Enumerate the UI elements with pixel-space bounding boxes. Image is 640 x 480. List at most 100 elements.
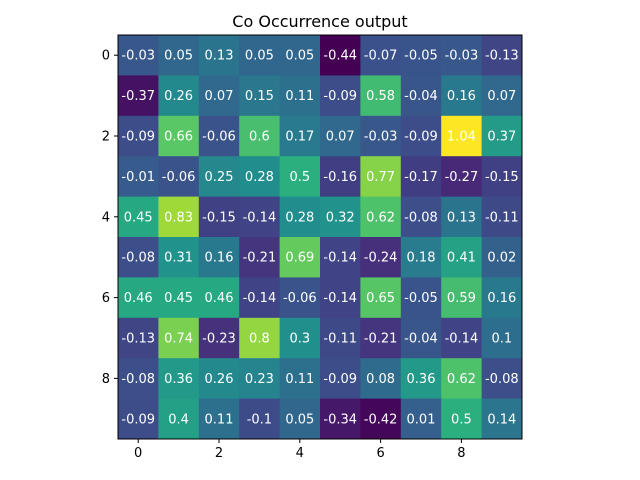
heatmap-cell [239,35,281,76]
heatmap-cell [481,237,523,278]
plot-frame [117,34,523,440]
cell-value-label: 0.18 [407,251,436,266]
cell-value-label: -0.03 [121,49,155,64]
cell-value-label: -0.08 [404,210,438,225]
heatmap-cell [198,358,240,400]
heatmap-cell [158,35,200,76]
heatmap-cell [198,156,240,198]
heatmap-cell [320,317,361,359]
cell-value-label: -0.27 [445,170,479,185]
heatmap-cell [198,398,240,440]
cell-value-label: 0.16 [447,89,476,104]
cell-value-label: 0.46 [124,291,153,306]
heatmap-cell [441,277,483,319]
cell-value-label: -0.1 [247,412,272,427]
heatmap-cell [118,358,159,400]
heatmap-cell [158,317,200,359]
cell-value-label: 0.36 [407,372,436,387]
heatmap-cell [118,237,159,278]
cell-value-label: 0.46 [205,291,234,306]
heatmap-cell [481,317,523,359]
heatmap-cell [400,398,442,440]
cell-value-label: 0.13 [447,210,476,225]
heatmap-cell [198,277,240,319]
heatmap-cell [441,317,483,359]
cell-value-label: 0.13 [205,49,234,64]
cell-value-label: 0.69 [285,251,314,266]
x-tick-label: 8 [457,446,465,461]
cell-value-label: -0.44 [323,49,357,64]
heatmap-cell [320,75,361,117]
cell-value-label: 0.05 [285,412,314,427]
heatmap-cell [279,398,321,440]
heatmap-cell [400,156,442,198]
cell-value-label: -0.09 [121,412,155,427]
cell-value-label: -0.07 [364,49,398,64]
heatmap-cell [481,358,523,400]
x-tick-label: 6 [376,446,384,461]
heatmap-cell [118,115,159,157]
cell-value-label: 0.45 [124,210,153,225]
heatmap-cell [360,196,402,238]
heatmap-cell [198,75,240,117]
x-axis: 0 2 4 6 8 [134,439,466,461]
cell-value-label: -0.37 [121,89,155,104]
cell-value-label: 0.74 [164,332,193,347]
heatmap-cell [158,358,200,400]
cell-value-label: 0.11 [205,412,234,427]
heatmap-cell [441,398,483,440]
heatmap-cell [360,398,402,440]
heatmap-cell [400,317,442,359]
y-tick-label: 0 [102,49,110,64]
cell-value-label: 0.28 [285,210,314,225]
heatmap-cell [481,35,523,76]
cell-value-label: -0.05 [404,291,438,306]
heatmap-cell [118,317,159,359]
cell-value-label: -0.23 [202,332,236,347]
heatmap-cell [360,358,402,400]
chart-title: Co Occurrence output [232,12,407,31]
heatmap-cell [118,35,159,76]
cell-value-label: -0.08 [485,372,519,387]
cell-value-label: 0.65 [366,291,395,306]
cell-value-label: -0.11 [485,210,519,225]
cell-value-label: -0.15 [485,170,519,185]
heatmap-cell [481,115,523,157]
heatmap-cell [400,237,442,278]
cell-value-label: -0.14 [243,210,277,225]
cell-value-label: 0.5 [289,170,310,185]
cell-value-label: 0.07 [326,130,355,145]
cell-value-label: -0.14 [323,251,357,266]
cell-value-label: -0.17 [404,170,438,185]
heatmap-cell [158,277,200,319]
heatmap-cell [441,75,483,117]
heatmap-cell [239,115,281,157]
cell-value-label: 0.17 [285,130,314,145]
heatmap-cell [118,398,159,440]
heatmap-cell [198,35,240,76]
heatmap-cell [198,196,240,238]
cell-value-label: 0.5 [451,412,472,427]
cell-value-label: 0.23 [245,372,274,387]
heatmap-cell [400,196,442,238]
heatmap-cell [158,237,200,278]
heatmap-cell [400,75,442,117]
cell-value-label: -0.34 [323,412,357,427]
cell-value-label: 0.11 [285,89,314,104]
cell-value-label: 0.08 [366,372,395,387]
heatmap-cell [360,75,402,117]
heatmap-cell [400,358,442,400]
heatmap-cell [118,156,159,198]
heatmap-cell [239,237,281,278]
cell-value-label: 0.01 [407,412,436,427]
cell-value-label: 0.31 [164,251,193,266]
cell-value-label: 0.8 [249,332,270,347]
cell-value-label: 0.58 [366,89,395,104]
cell-value-label: 0.05 [164,49,193,64]
heatmap-cell [481,75,523,117]
heatmap-cell [481,156,523,198]
cell-value-label: -0.03 [445,49,479,64]
cell-value-label: 1.04 [447,130,476,145]
y-axis: 0 2 4 6 8 [102,49,118,387]
heatmap-cell [239,317,281,359]
